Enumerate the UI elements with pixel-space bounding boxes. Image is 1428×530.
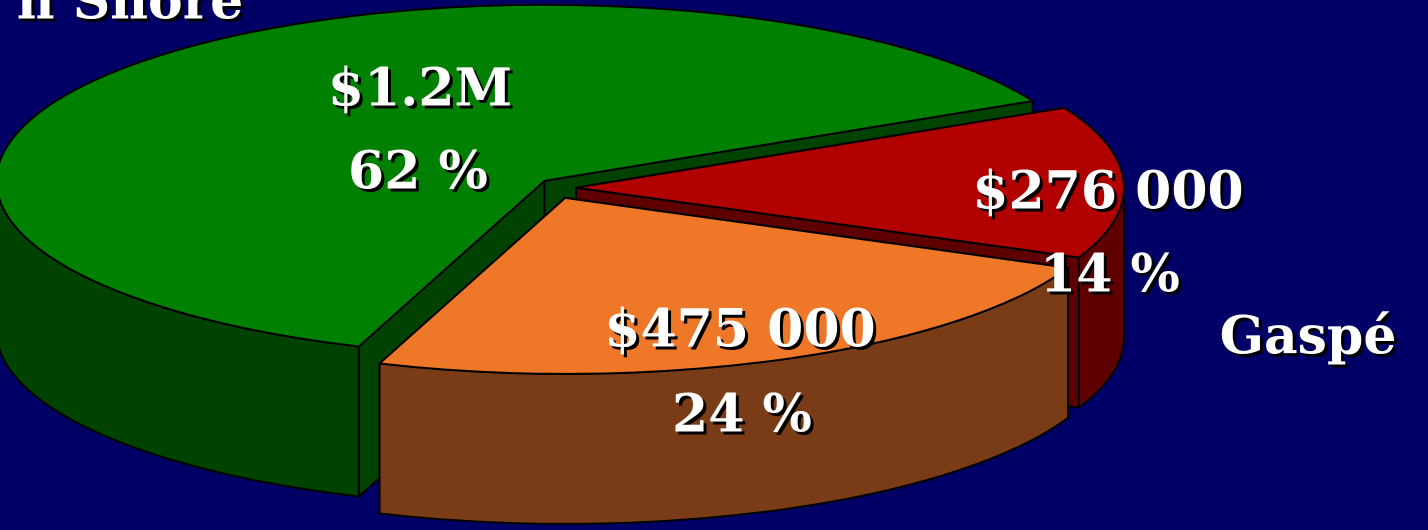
- slice: [0, 3, 1034, 348]
- amount-label-shadow: $1.2M: [331, 61, 515, 122]
- category-label-shadow: h Shore: [20, 0, 246, 35]
- amount-label-shadow: $276 000: [975, 164, 1246, 225]
- value-label: 24 %: [672, 384, 812, 445]
- amount-label: $1.2M: [328, 58, 512, 119]
- slice: [574, 106, 1125, 259]
- category-label: h Shore: [17, 0, 243, 32]
- category-label-shadow: Gaspé: [1223, 309, 1400, 370]
- amount-label: $475 000: [604, 299, 875, 360]
- amount-label: $276 000: [972, 161, 1243, 222]
- value-label: 14 %: [1040, 244, 1180, 305]
- value-label-shadow: 62 %: [351, 144, 491, 205]
- value-label-shadow: 24 %: [675, 387, 815, 448]
- value-label-shadow: 14 %: [1043, 247, 1183, 308]
- category-label: Gaspé: [1220, 306, 1397, 367]
- slice: [378, 196, 1070, 375]
- amount-label-shadow: $475 000: [607, 302, 878, 363]
- value-label: 62 %: [348, 141, 488, 202]
